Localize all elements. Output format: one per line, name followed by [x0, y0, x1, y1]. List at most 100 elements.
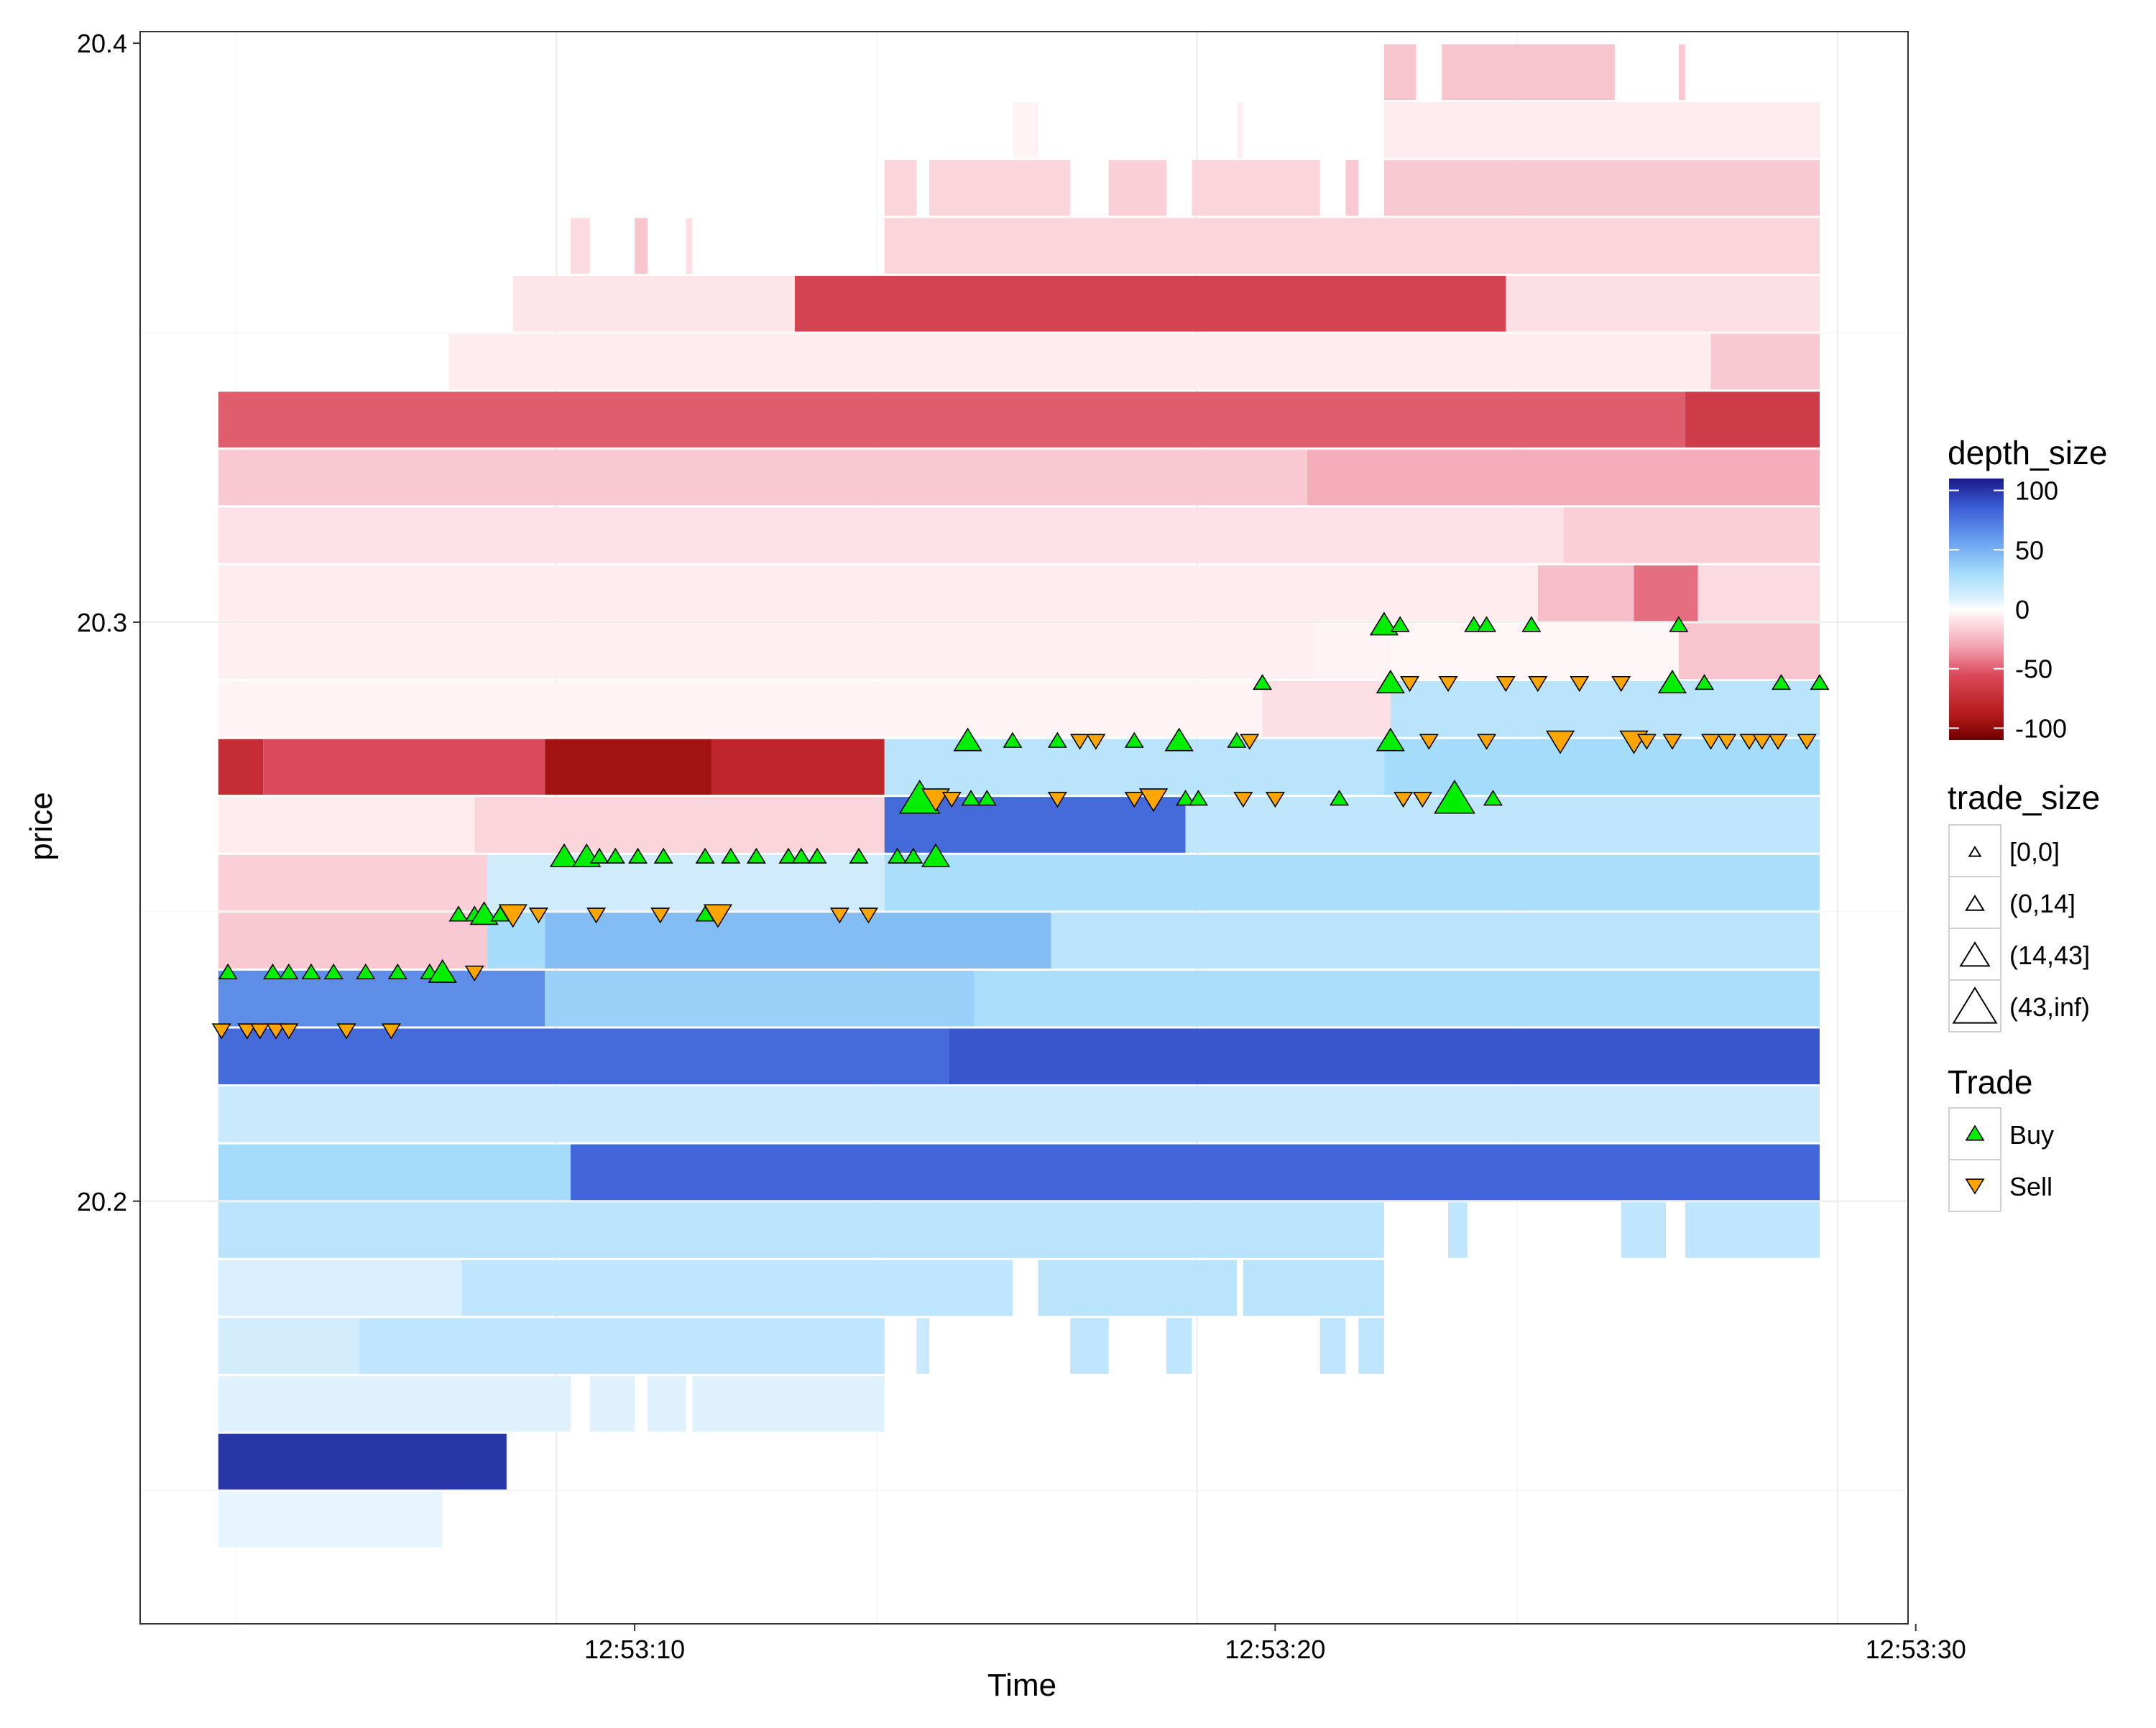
buy-marker [218, 963, 238, 980]
buy-marker [323, 963, 344, 980]
depth-cell [884, 160, 917, 216]
buy-marker [953, 727, 982, 752]
trade-key-label: Buy [2009, 1120, 2054, 1150]
buy-marker [807, 847, 827, 864]
depth-size-legend-title: depth_size [1948, 434, 2108, 471]
y-tick-label: 20.4 [77, 29, 127, 58]
depth-cell [647, 1375, 686, 1432]
depth-cell [545, 912, 1051, 969]
depth-cell [218, 797, 475, 853]
buy-marker [1476, 616, 1497, 632]
sell-marker [1265, 792, 1285, 808]
depth-cell [448, 333, 1711, 390]
depth-cell [1383, 102, 1820, 158]
buy-marker [653, 847, 673, 864]
buy-marker [887, 847, 908, 864]
buy-marker [1253, 674, 1273, 690]
x-tick-label: 12:53:30 [1866, 1635, 1966, 1664]
depth-cell [218, 1318, 359, 1374]
sell-marker [1545, 730, 1575, 754]
depth-cell [218, 392, 1685, 448]
buy-marker [1376, 727, 1405, 752]
depth-cell [461, 1260, 1013, 1316]
trade-size-key-label: [0,0] [2009, 837, 2060, 867]
depth-cell [916, 1318, 930, 1374]
sell-marker [1233, 792, 1253, 808]
depth-cell [692, 1375, 885, 1432]
sell-marker [266, 1023, 286, 1040]
buy-marker [1483, 790, 1503, 806]
depth-cell [1506, 275, 1820, 332]
sell-marker [1412, 792, 1432, 808]
sell-marker [650, 907, 671, 924]
sell-marker [1496, 675, 1516, 693]
buy-marker [1003, 731, 1023, 748]
buy-marker [1434, 780, 1475, 814]
buy-marker [921, 843, 951, 867]
sell-marker [1752, 734, 1772, 750]
colorbar-tick-label: 0 [2015, 595, 2030, 624]
depth-cell [686, 218, 693, 274]
sell-marker [829, 907, 849, 924]
axes: 20.2 20.3 20.4 12:53:10 12:53:20 12:53:30 [77, 29, 1966, 1664]
depth-cell [1319, 1318, 1346, 1374]
sell-marker [528, 907, 548, 924]
sell-marker [1476, 734, 1497, 750]
buy-marker [1657, 670, 1687, 693]
sell-marker [1662, 734, 1682, 750]
sell-marker [211, 1023, 231, 1040]
depth-cell [218, 1260, 462, 1316]
depth-cell [218, 565, 1538, 622]
sell-marker [1393, 792, 1414, 808]
depth-size-legend: depth_size 100 50 0 -50 -100 [1948, 434, 2108, 743]
depth-cell [545, 970, 975, 1027]
depth-cell [218, 1492, 443, 1548]
buy-marker [428, 958, 457, 983]
depth-cell [1621, 1202, 1667, 1258]
sell-marker [1739, 734, 1759, 750]
sell-marker [858, 907, 878, 924]
depth-cell [218, 1375, 571, 1432]
depth-cell [1442, 44, 1615, 101]
depth-cell [1678, 44, 1685, 101]
depth-cell [218, 1028, 949, 1085]
depth-cell [1710, 333, 1820, 390]
depth-bands [218, 44, 1820, 1548]
buy-marker [1376, 670, 1405, 693]
buy-marker [387, 963, 407, 980]
depth-cell [218, 623, 1314, 680]
buy-marker [301, 963, 321, 980]
trade-size-key-glyph [1968, 846, 1982, 857]
y-tick-label: 20.2 [77, 1187, 127, 1216]
depth-cell [1383, 44, 1416, 101]
depth-cell [1448, 1202, 1468, 1258]
sell-marker [1570, 675, 1590, 693]
depth-cell [1678, 623, 1820, 680]
sell-marker [1438, 675, 1458, 693]
sell-marker [1047, 792, 1067, 808]
buy-marker [469, 901, 499, 925]
buy-marker [977, 790, 997, 806]
y-tick-label: 20.3 [77, 608, 127, 637]
buy-marker [721, 847, 741, 864]
trade-size-key-glyph [1959, 941, 1991, 967]
depth-cell [948, 1028, 1820, 1085]
colorbar-tick-label: -50 [2015, 655, 2053, 684]
x-tick-label: 12:53:10 [584, 1635, 685, 1664]
depth-cell [218, 1433, 507, 1490]
sell-marker [1400, 675, 1420, 693]
trade-size-key-label: (43,inf) [2009, 992, 2090, 1022]
buy-marker [695, 847, 715, 864]
trade-legend: Trade Buy Sell [1948, 1063, 2054, 1212]
buy-marker [1390, 616, 1410, 632]
buy-marker [1771, 674, 1792, 690]
buy-marker [778, 847, 798, 864]
sell-marker [381, 1023, 401, 1040]
buy-marker [1669, 616, 1689, 632]
sell-marker [336, 1023, 356, 1040]
buy-marker [746, 847, 766, 864]
depth-cell [218, 1086, 1820, 1142]
trade-size-key [1948, 876, 2001, 929]
depth-cell [512, 275, 795, 332]
sell-key-icon [1965, 1178, 1985, 1195]
